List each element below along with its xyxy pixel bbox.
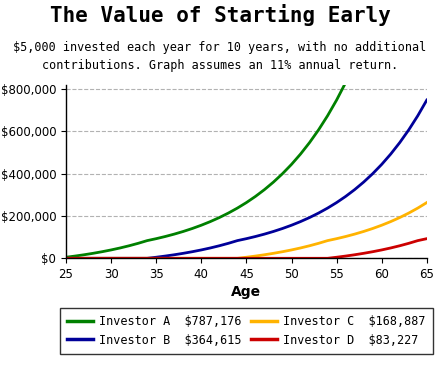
X-axis label: Age: Age — [231, 285, 261, 299]
Legend: Investor A  $787,176, Investor B  $364,615, Investor C  $168,887, Investor D  $8: Investor A $787,176, Investor B $364,615… — [60, 307, 433, 354]
Text: $5,000 invested each year for 10 years, with no additional
contributions. Graph : $5,000 invested each year for 10 years, … — [13, 41, 427, 72]
Text: The Value of Starting Early: The Value of Starting Early — [50, 4, 390, 26]
